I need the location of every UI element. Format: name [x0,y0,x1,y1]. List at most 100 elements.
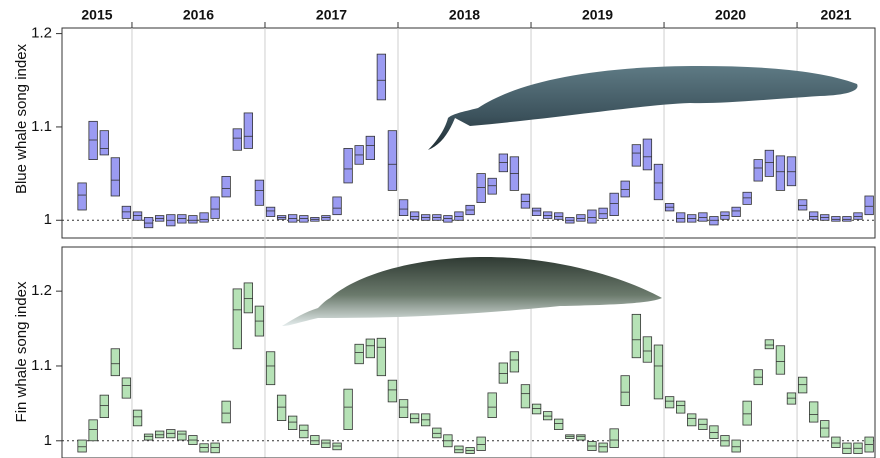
range-box [221,175,231,198]
range-box [221,400,231,424]
plot-frame [61,246,876,458]
range-box [853,212,863,220]
range-box [299,424,309,439]
range-box [753,159,763,182]
range-box [321,215,331,221]
range-box [809,401,819,423]
range-box [343,388,353,430]
range-box [742,400,752,426]
y-tick-label: 1.2 [31,25,52,42]
range-box [742,191,752,205]
range-box [487,177,497,195]
range-box [520,193,531,209]
range-box [398,399,409,418]
range-box [687,413,697,427]
range-box [254,179,265,206]
range-box [143,217,154,229]
range-box [731,439,741,453]
range-box [775,345,786,375]
year-label: 2019 [582,7,613,23]
range-box [365,135,375,160]
range-box [554,212,564,220]
y-tick-label: 1.1 [31,118,52,135]
range-box [409,211,420,220]
range-box [232,128,242,151]
range-box [121,377,132,399]
range-box [797,199,808,211]
y-tick-label: 1.2 [31,282,52,299]
range-box [387,379,398,403]
range-box [842,216,852,222]
ylabel-0: Blue whale song index [13,43,30,194]
range-box [88,419,98,442]
range-box [143,433,154,441]
range-box [199,212,209,223]
range-box [121,205,132,219]
range-box [642,138,653,171]
year-label: 2016 [183,7,214,23]
y-tick-label: 1 [44,211,52,228]
year-label: 2017 [316,7,347,23]
range-box [631,313,642,359]
range-box [764,149,775,177]
range-box [243,112,254,149]
range-box [631,144,642,167]
range-box [609,192,619,216]
range-box [653,163,664,201]
range-box [77,439,87,453]
blue-whale-illustration [428,66,858,150]
range-box [820,420,830,438]
range-box [587,209,597,224]
range-box [487,392,497,418]
range-box [99,394,109,418]
range-box [764,339,775,350]
range-box [99,130,109,156]
range-box [188,215,198,224]
range-box [653,344,664,400]
panels: 2015 2016 2017 2018 2019 2020 2021 1 1.1 1.2 1 1.1 1… [31,7,876,458]
range-box [609,428,619,448]
range-box [243,282,254,314]
range-box [598,207,608,219]
range-box [265,206,276,217]
range-box [321,439,331,448]
range-box [265,351,276,386]
range-box [210,196,220,219]
range-box [332,196,342,216]
year-label: 2015 [81,7,112,23]
range-box [598,442,608,453]
range-box [365,338,375,359]
range-box [299,215,309,223]
range-box [676,212,686,223]
range-box [664,396,675,409]
range-box [376,53,387,101]
range-box [110,157,120,197]
range-box [288,415,298,430]
range-box [276,394,287,421]
year-label: 2018 [449,7,480,23]
y-tick-label: 1 [44,432,52,449]
range-box [177,430,187,441]
range-box [498,153,509,173]
range-box [642,336,653,363]
range-box [542,211,553,219]
range-box [620,180,630,198]
plot-frame [61,27,876,239]
range-box [531,207,542,216]
range-box [775,155,786,191]
range-box [177,214,187,224]
range-box [132,409,143,427]
year-label: 2021 [820,7,851,23]
range-box [398,199,409,217]
range-box [476,436,486,451]
range-box [509,351,520,373]
range-box [698,212,708,222]
range-box [709,216,719,226]
range-box [443,215,453,223]
range-box [554,418,564,430]
range-box [387,130,398,191]
range-box [77,182,87,211]
range-box [809,211,819,220]
range-box [88,120,98,161]
